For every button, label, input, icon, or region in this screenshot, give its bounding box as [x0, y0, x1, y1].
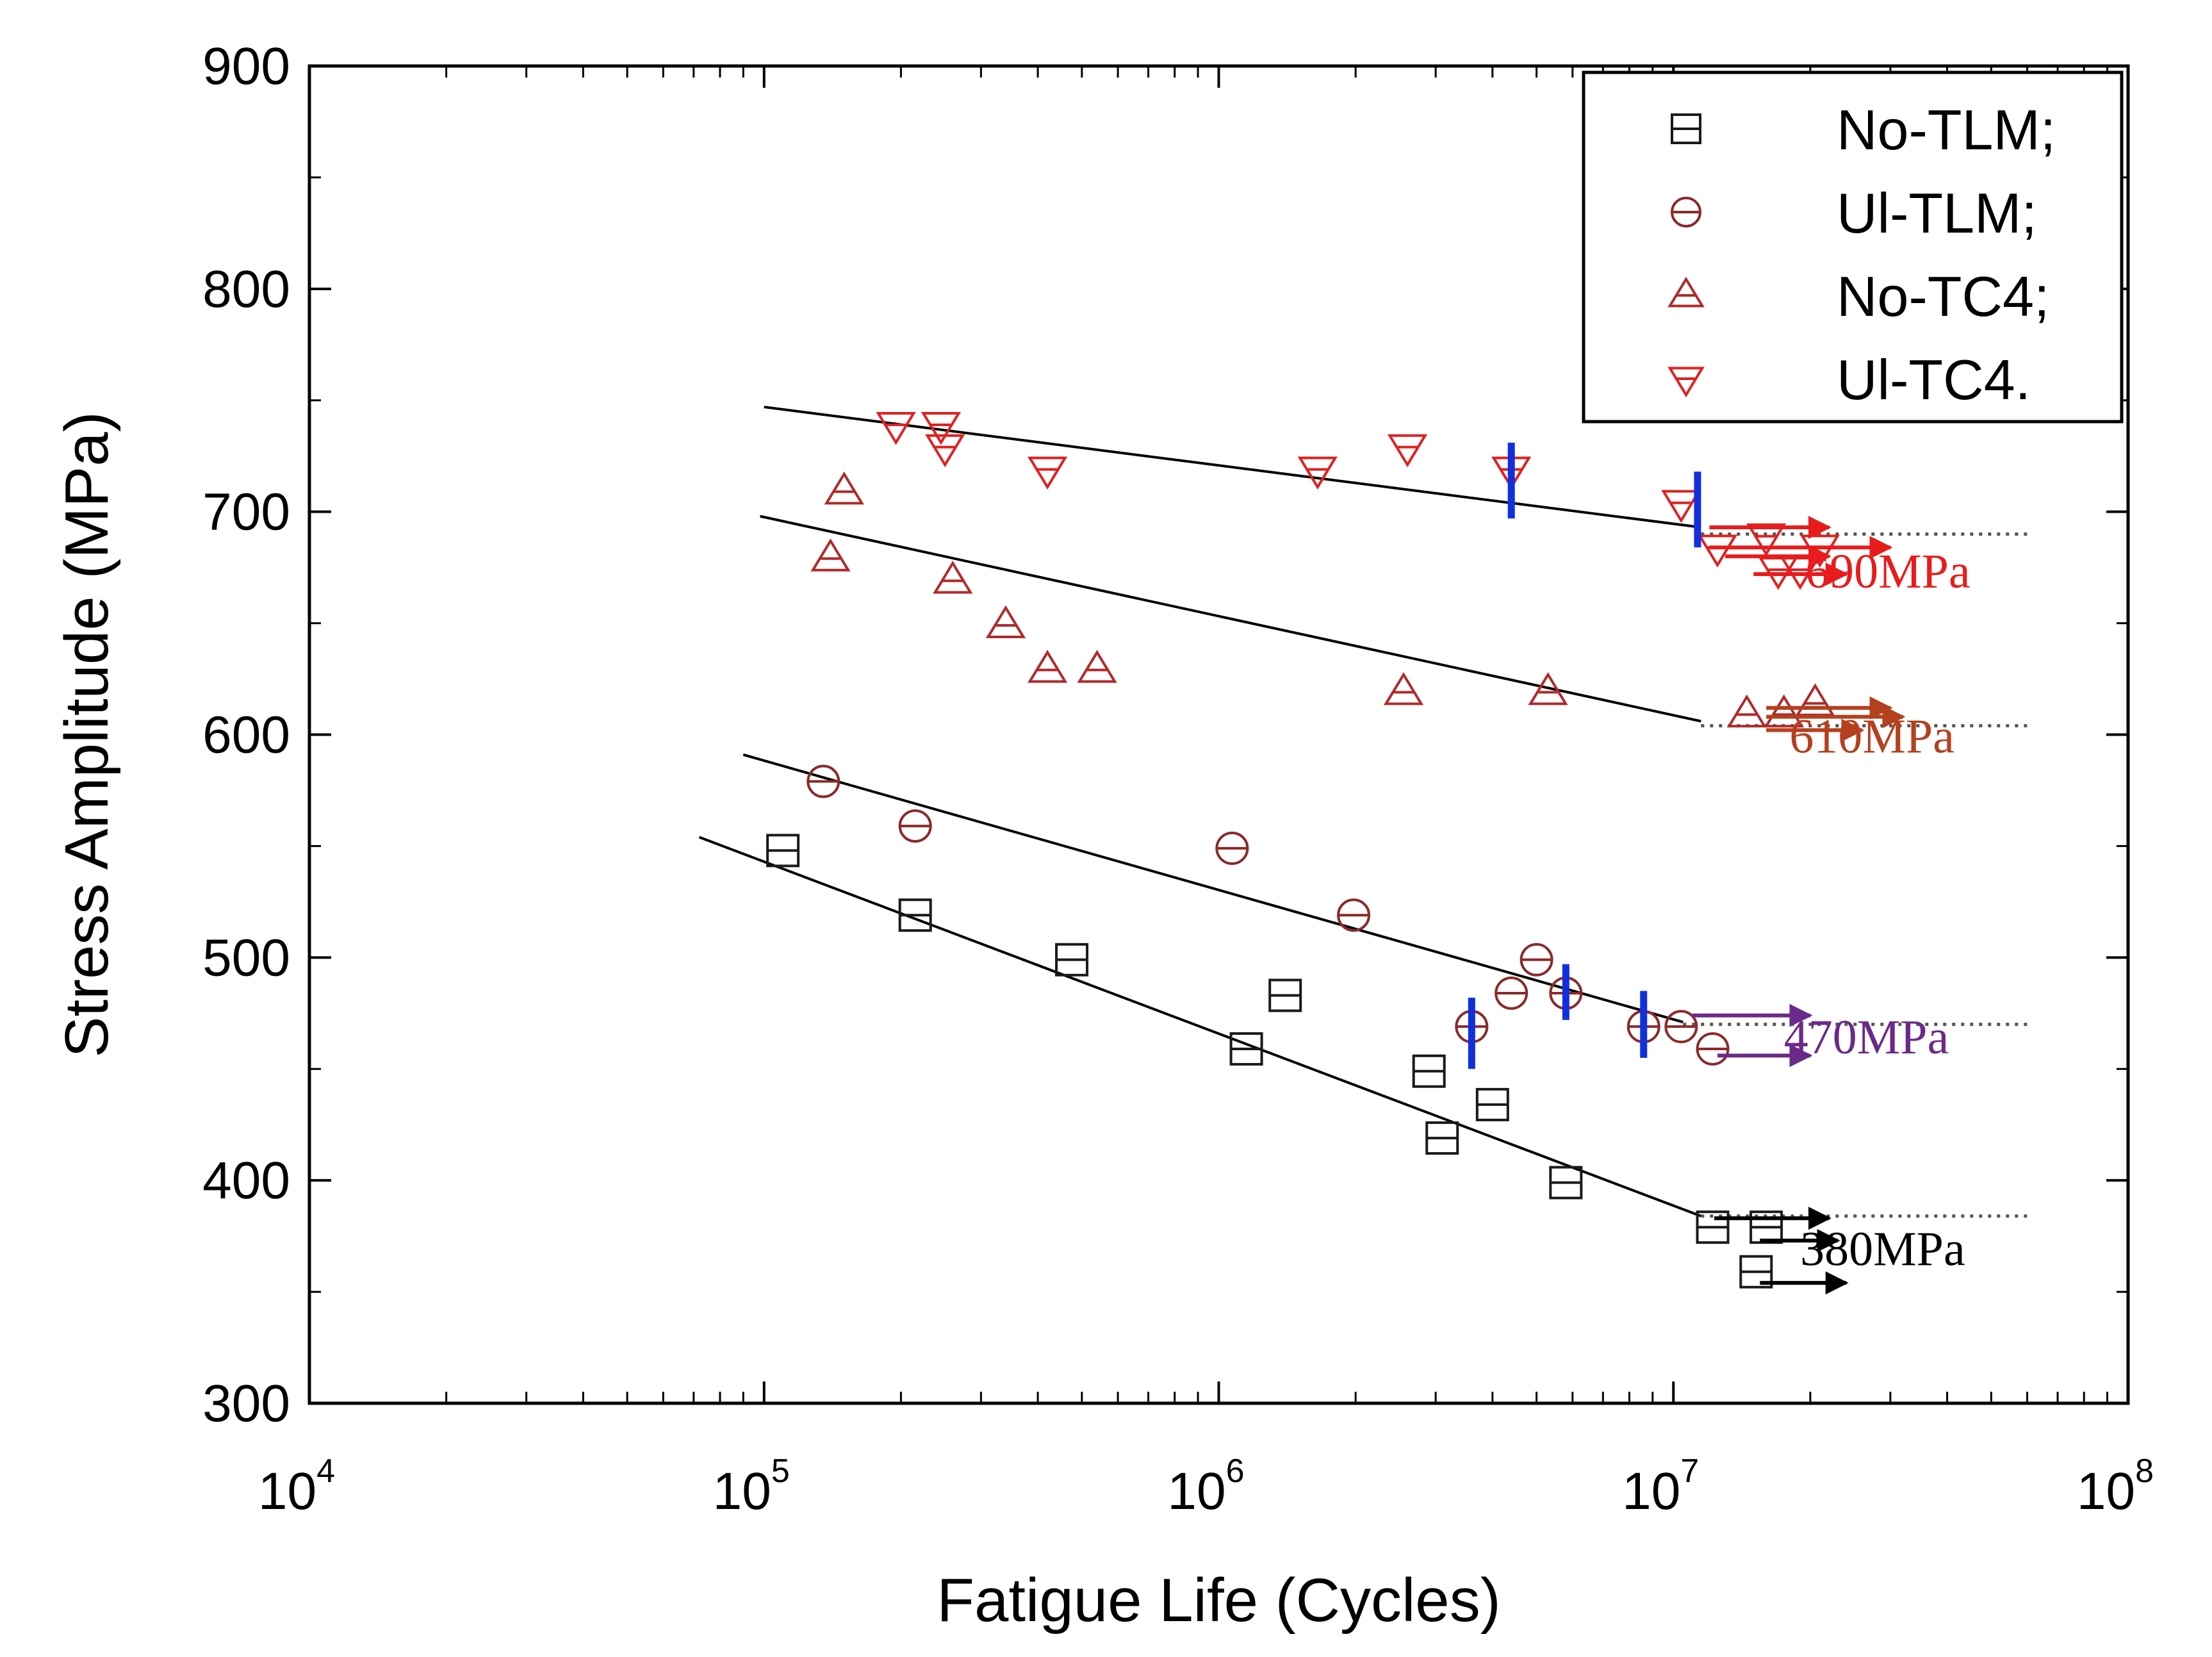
series-0: 380MPa	[698, 834, 2028, 1295]
y-tick-label: 300	[202, 1374, 290, 1433]
data-point	[1475, 1087, 1509, 1121]
marker-triangle	[1661, 490, 1701, 523]
data-point	[1297, 456, 1338, 490]
y-tick-label: 600	[202, 706, 290, 764]
marker-triangle	[1667, 367, 1705, 398]
x-tick-label: 106	[1167, 1453, 1244, 1521]
data-point	[1746, 523, 1787, 557]
data-point	[898, 809, 932, 843]
fit-line	[698, 836, 1702, 1217]
marker-triangle	[1387, 434, 1428, 468]
data-point	[1664, 1010, 1698, 1044]
level-label: 470MPa	[1784, 1010, 1949, 1064]
marker-triangle	[1027, 650, 1068, 683]
x-tick-label: 104	[258, 1453, 335, 1521]
legend-label: Ul-TLM;	[1837, 181, 2037, 245]
x-axis-title: Fatigue Life (Cycles)	[937, 1566, 1500, 1635]
marker-triangle	[1764, 694, 1804, 728]
marker-triangle	[1667, 276, 1705, 308]
marker-triangle	[1383, 672, 1424, 705]
data-point	[807, 764, 840, 798]
fit-line	[764, 406, 1701, 529]
y-tick-label: 900	[202, 37, 290, 95]
y-tick-label: 700	[202, 483, 290, 541]
series-2: 610MPa	[760, 471, 2028, 763]
data-point	[1495, 976, 1528, 1010]
fit-line	[760, 515, 1701, 723]
data-point	[1697, 534, 1738, 568]
plot-layer: 380MPa 470MPa 610MPa 690MPa	[698, 406, 2028, 1295]
data-point	[1412, 1054, 1446, 1088]
data-point	[1027, 456, 1068, 490]
data-point	[1749, 1210, 1783, 1244]
legend-marker	[1667, 276, 1705, 308]
marker-triangle	[1528, 672, 1568, 705]
data-point	[1520, 943, 1553, 977]
y-tick-label: 500	[202, 928, 290, 987]
marker-triangle	[1077, 650, 1117, 683]
legend-label: No-TLM;	[1837, 98, 2056, 161]
level-label: 380MPa	[1800, 1222, 1965, 1276]
level-label: 690MPa	[1805, 545, 1970, 598]
series-3: 690MPa	[764, 406, 2028, 598]
x-tick-label: 107	[1622, 1453, 1699, 1521]
data-point	[1337, 898, 1371, 932]
marker-triangle	[925, 434, 965, 468]
data-point	[1215, 831, 1249, 865]
marker-triangle	[876, 412, 916, 445]
level-label: 610MPa	[1789, 709, 1954, 763]
data-point	[1549, 1166, 1583, 1199]
y-tick-label: 400	[202, 1151, 290, 1210]
y-axis-title: Stress Amplitude (MPa)	[53, 411, 121, 1057]
legend-marker	[1671, 113, 1701, 144]
data-point	[1268, 978, 1302, 1012]
data-point	[1383, 672, 1424, 705]
legend-marker	[1671, 197, 1701, 227]
marker-triangle	[985, 605, 1026, 639]
data-point	[1696, 1210, 1730, 1244]
legend-marker	[1667, 367, 1705, 398]
data-point	[1055, 943, 1089, 977]
marker-triangle	[921, 412, 962, 445]
data-point	[933, 561, 973, 594]
marker-triangle	[1726, 694, 1767, 728]
y-tick-label: 800	[202, 260, 290, 318]
marker-triangle	[1297, 456, 1338, 490]
marker-triangle	[1697, 534, 1738, 568]
data-point	[1739, 1255, 1773, 1289]
legend: No-TLM; Ul-TLM; No-TC4; Ul-TC4.	[1582, 70, 2124, 424]
marker-triangle	[1746, 523, 1787, 557]
data-point	[1229, 1032, 1263, 1066]
axis-layer: 300 400 500 600 700 800 900 104 105 106 107 108	[202, 37, 2154, 1521]
data-point	[824, 471, 864, 505]
data-point	[985, 605, 1026, 639]
data-point	[898, 898, 932, 932]
data-point	[766, 834, 800, 868]
data-point	[1661, 490, 1701, 523]
data-point	[876, 412, 916, 445]
data-point	[1077, 650, 1117, 683]
legend-label: No-TC4;	[1837, 265, 2050, 328]
data-point	[1726, 694, 1767, 728]
x-tick-label: 108	[2077, 1453, 2154, 1521]
data-point	[925, 434, 965, 468]
marker-triangle	[824, 471, 864, 505]
x-tick-label: 105	[713, 1453, 790, 1521]
data-point	[1425, 1121, 1459, 1155]
marker-triangle	[810, 538, 851, 572]
fit-line	[742, 753, 1684, 1024]
data-point	[1528, 672, 1568, 705]
series-1: 470MPa	[742, 753, 2028, 1069]
data-point	[1027, 650, 1068, 683]
data-point	[1696, 1032, 1730, 1066]
data-point	[1764, 694, 1804, 728]
legend-label: Ul-TC4.	[1837, 348, 2031, 411]
marker-triangle	[933, 561, 973, 594]
data-point	[810, 538, 851, 572]
marker-triangle	[1027, 456, 1068, 490]
data-point	[1387, 434, 1428, 468]
data-point	[921, 412, 962, 445]
